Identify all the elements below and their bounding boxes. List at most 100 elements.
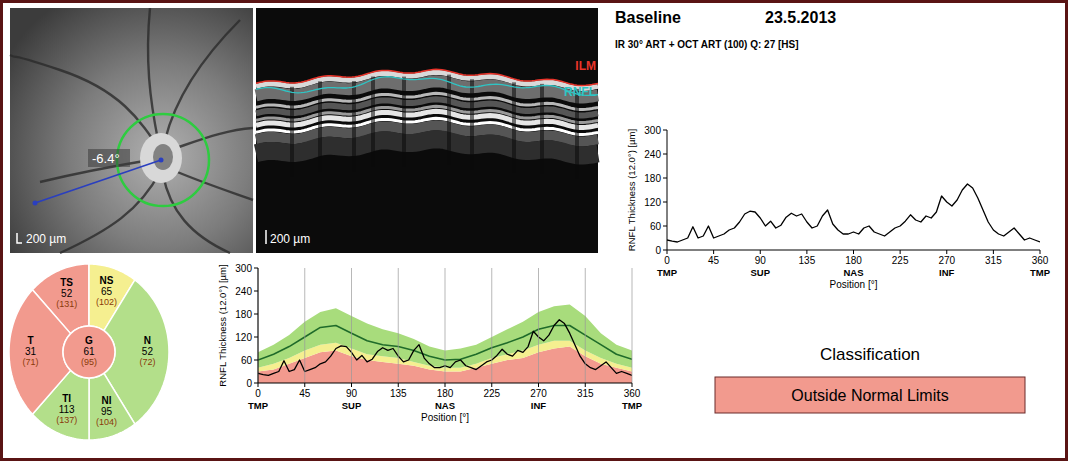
- y-tick-label: 60: [241, 355, 253, 366]
- oct-image: ILM RNFL 200 µm: [256, 8, 598, 253]
- y-axis: [258, 268, 259, 383]
- vessel: [170, 128, 253, 150]
- x-tick-label: 0: [664, 255, 670, 266]
- y-tick: [663, 202, 667, 203]
- sector-normative: (104): [96, 417, 117, 427]
- rnfl-line: [256, 77, 598, 96]
- y-tick-label: 240: [235, 286, 252, 297]
- layer-label: ILM: [575, 59, 596, 73]
- sector-value: 61: [83, 346, 95, 357]
- x-tick: [946, 250, 947, 254]
- region-label: TMP: [622, 400, 643, 411]
- x-tick-label: 360: [624, 388, 641, 399]
- fundus-image: -6.4° 200 µm: [10, 8, 253, 253]
- y-axis-title: RNFL Thickness (12.0°) [µm]: [626, 129, 637, 251]
- sector-diagram: TS52(131)NS65(102)N52(72)NI95(104)TI113(…: [9, 264, 169, 440]
- x-tick: [853, 250, 854, 254]
- y-tick: [254, 314, 258, 315]
- scale-label: 200 µm: [26, 232, 66, 246]
- scale-bar: [17, 233, 22, 243]
- x-tick: [304, 383, 305, 387]
- y-tick-label: 0: [246, 378, 252, 389]
- label-patch: [88, 149, 130, 167]
- region-label: TMP: [1030, 267, 1051, 278]
- alignment-point: [159, 158, 164, 163]
- region-label: NAS: [843, 267, 863, 278]
- grid-line: [351, 268, 352, 383]
- sector-value: 31: [25, 346, 37, 357]
- y-tick-label: 300: [644, 125, 661, 136]
- x-tick-label: 180: [437, 388, 454, 399]
- y-tick-label: 180: [644, 173, 661, 184]
- grid-line: [491, 268, 492, 383]
- layer-label: RNFL: [564, 85, 596, 99]
- sector-name: TI: [62, 393, 71, 404]
- x-tick: [806, 250, 807, 254]
- vessel-shadow: [371, 77, 375, 167]
- x-tick: [491, 383, 492, 387]
- vessel: [165, 20, 240, 140]
- x-tick-label: 270: [938, 255, 955, 266]
- x-tick-label: 180: [845, 255, 862, 266]
- x-tick-label: 135: [390, 388, 407, 399]
- vessel-shadow: [290, 87, 294, 177]
- x-tick: [993, 250, 994, 254]
- y-tick: [254, 268, 258, 269]
- sector-value: 113: [59, 404, 75, 415]
- vessel-shadow: [402, 77, 406, 167]
- sector-value: 95: [101, 406, 113, 417]
- x-tick: [1040, 250, 1041, 254]
- grid-line: [585, 268, 586, 383]
- x-tick-label: 90: [346, 388, 358, 399]
- grid-line: [258, 268, 259, 383]
- grid-line: [398, 268, 399, 383]
- x-axis-title: Position [°]: [830, 279, 878, 290]
- y-tick: [663, 154, 667, 155]
- sector: [89, 373, 135, 440]
- sector-normative: (137): [56, 415, 77, 425]
- x-tick-label: 225: [892, 255, 909, 266]
- x-tick-label: 315: [577, 388, 594, 399]
- x-tick: [538, 383, 539, 387]
- vessel-shadow: [470, 79, 474, 169]
- x-tick-label: 315: [985, 255, 1002, 266]
- y-tick-label: 300: [235, 263, 252, 274]
- x-tick: [585, 383, 586, 387]
- sector-normative: (131): [56, 299, 77, 309]
- sector-name: NS: [100, 275, 114, 286]
- scale-bar: [265, 230, 267, 244]
- x-tick-label: 45: [708, 255, 720, 266]
- x-tick: [632, 383, 633, 387]
- x-tick: [258, 383, 259, 387]
- x-tick-label: 90: [755, 255, 767, 266]
- vessel-shadow: [575, 89, 579, 179]
- y-tick-label: 120: [644, 197, 661, 208]
- data-line: [667, 184, 1040, 242]
- y-tick: [254, 360, 258, 361]
- region-label: SUP: [750, 267, 770, 278]
- sector-name: N: [144, 335, 151, 346]
- sector-name: G: [85, 335, 93, 346]
- region-label: TMP: [657, 267, 678, 278]
- vessel: [148, 8, 158, 140]
- vessel: [60, 172, 160, 253]
- angle-label: -6.4°: [92, 151, 120, 166]
- sector-name: T: [28, 335, 34, 346]
- vessel-shadow: [318, 81, 322, 171]
- vessel-shadow: [447, 75, 451, 165]
- grid-line: [304, 268, 305, 383]
- chart: 06012018024030004590135180225270315360TM…: [217, 263, 643, 424]
- y-tick: [254, 337, 258, 338]
- y-tick: [254, 383, 258, 384]
- region-label: INF: [939, 267, 955, 278]
- retina-layer: [256, 139, 598, 155]
- x-tick: [760, 250, 761, 254]
- x-tick-label: 45: [299, 388, 311, 399]
- region-label: INF: [531, 400, 547, 411]
- sector-value: 52: [142, 346, 154, 357]
- region-label: TMP: [248, 400, 269, 411]
- y-tick-label: 180: [235, 309, 252, 320]
- scan-circle: [117, 114, 209, 206]
- scale-label: 200 µm: [270, 232, 310, 246]
- vessel: [10, 55, 160, 150]
